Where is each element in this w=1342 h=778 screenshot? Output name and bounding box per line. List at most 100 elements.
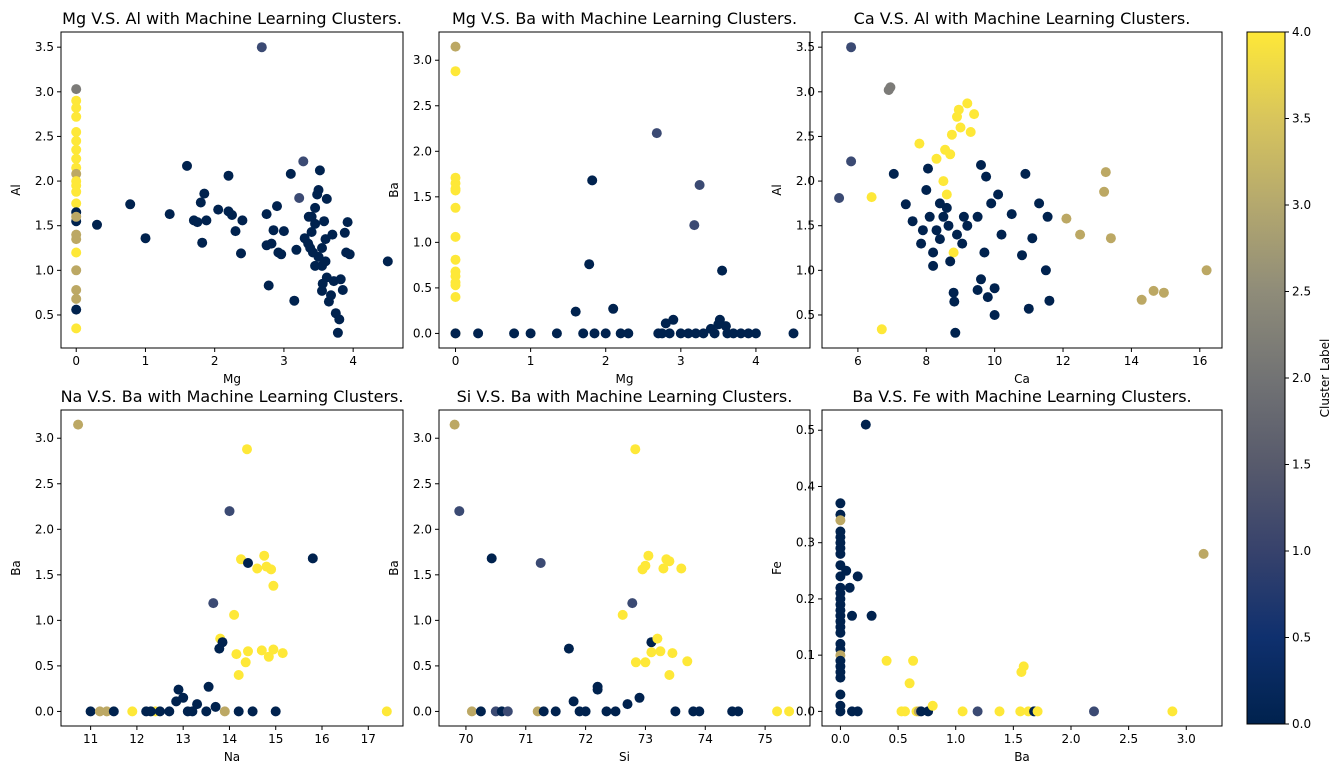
scatter-point [834,193,845,203]
x-tick-label: 16 [314,732,329,746]
scatter-point [630,444,641,455]
x-tick-label: 12 [1055,354,1070,368]
y-tick-label: 2.5 [413,99,432,113]
scatter-point [321,193,332,204]
scatter-point [276,249,287,260]
scatter-point [950,327,961,338]
scatter-point [326,290,336,301]
scatter-point [835,627,846,638]
scatter-point [313,251,324,262]
y-tick-label: 0.3 [796,536,815,550]
y-tick-label: 0.5 [35,308,54,322]
y-tick-label: 0.1 [796,648,815,662]
scatter-point [261,209,272,220]
y-tick-label: 0.2 [796,592,815,606]
scatter-point [237,215,248,226]
scatter-point [907,216,918,227]
scatter-point [835,672,846,683]
scatter-point [243,646,253,657]
x-tick-label: 15 [268,732,283,746]
scatter-point [449,419,460,430]
x-axis-label: Na [224,750,240,764]
scatter-point [908,655,919,666]
scatter-point [224,506,235,517]
scatter-point [931,153,942,164]
scatter-point [928,260,939,271]
scatter-point [231,649,242,660]
scatter-panel-2: 0 1 2 3 4 0.0 0.5 1.0 1.5 2.0 2.5 3.0 Mg V.S. Ba wit… [387,9,811,386]
x-tick-label: 4 [349,354,357,368]
y-tick-label: 1.5 [35,219,54,233]
scatter-point [972,211,983,222]
scatter-point [256,42,267,53]
scatter-point [643,550,654,561]
scatter-point [1032,706,1043,717]
scatter-point [71,198,82,209]
scatter-point [236,248,246,259]
scatter-point [71,84,82,95]
scatter-point [664,328,675,339]
scatter-point [164,706,175,717]
scatter-point [683,328,694,339]
scatter-point [900,199,911,210]
scatter-point [945,256,956,267]
scatter-point [210,701,221,712]
scatter-point [1034,198,1045,209]
x-axis-label: Si [619,750,630,764]
x-tick-label: 0.0 [831,732,850,746]
scatter-point [1100,167,1111,178]
scatter-point [664,556,675,567]
plot-area [61,410,403,726]
scatter-point [266,564,277,575]
y-tick-label: 0.0 [796,704,815,718]
scatter-point [263,280,274,291]
scatter-point [71,234,82,245]
x-tick-label: 12 [129,732,144,746]
scatter-point [972,706,983,717]
scatter-point [772,706,783,717]
scatter-point [127,706,138,717]
scatter-point [450,66,461,77]
y-tick-label: 1.5 [413,190,432,204]
scatter-point [969,109,980,120]
scatter-point [979,247,990,258]
chart-title: Na V.S. Ba with Machine Learning Cluster… [61,387,404,406]
scatter-point [1006,209,1017,220]
scatter-point [339,227,350,238]
scatter-point [259,550,270,561]
scatter-point [509,328,520,339]
scatter-point [846,156,857,167]
scatter-point [450,280,461,291]
y-axis-label: Ba [387,182,401,198]
x-tick-label: 0 [72,354,80,368]
y-tick-label: 0.4 [796,479,815,493]
scatter-point [230,226,241,237]
scatter-point [972,285,983,295]
scatter-point [847,610,857,621]
scatter-panel-1: 0 1 2 3 4 0.5 1.0 1.5 2.0 2.5 3.0 3.5 Mg V.S. Al wit… [9,9,404,386]
scatter-point [694,180,705,190]
y-tick-label: 1.0 [413,235,432,249]
scatter-point [278,226,289,237]
y-tick-label: 2.0 [796,174,815,188]
scatter-point [646,647,657,658]
scatter-point [1020,168,1031,179]
chart-title: Mg V.S. Al with Machine Learning Cluster… [62,9,402,28]
scatter-point [450,292,461,302]
scatter-point [627,598,638,609]
scatter-point [957,238,968,249]
y-tick-label: 2.0 [35,522,54,536]
scatter-point [195,197,206,208]
x-tick-label: 2.0 [1061,732,1080,746]
y-axis-label: Fe [770,561,784,575]
scatter-point [256,645,267,656]
axes-frame [60,31,404,349]
scatter-point [563,643,574,654]
scatter-point [187,706,198,717]
y-axis-label: Ba [9,560,23,576]
scatter-point [1089,706,1099,717]
scatter-point [197,237,208,248]
scatter-point [835,706,846,717]
scatter-point [342,217,353,228]
scatter-point [71,293,82,304]
